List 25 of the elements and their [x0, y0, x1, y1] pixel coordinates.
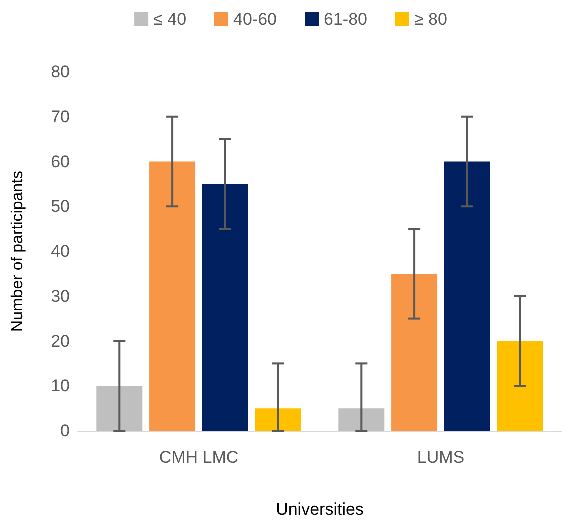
bar	[202, 184, 248, 431]
x-tick-label: CMH LMC	[159, 448, 239, 467]
legend-label: 40-60	[234, 10, 278, 29]
y-tick-label: 40	[51, 242, 70, 261]
bar	[497, 341, 544, 431]
bar	[392, 274, 438, 431]
bar	[255, 408, 302, 431]
bar	[444, 162, 490, 431]
bar	[96, 386, 143, 431]
y-tick-label: 0	[60, 422, 70, 440]
y-tick-label: 20	[51, 332, 70, 351]
y-tick-label: 30	[51, 286, 70, 306]
x-axis-title: Universities	[276, 500, 364, 519]
bar	[338, 408, 385, 431]
y-tick-label: 50	[51, 197, 70, 216]
y-tick-label: 60	[51, 152, 70, 172]
x-tick-label: LUMS	[417, 448, 465, 467]
legend-label: ≥ 80	[414, 10, 448, 29]
legend-label: 61-80	[324, 10, 368, 29]
y-tick-label: 80	[51, 62, 70, 82]
y-tick-label: 10	[51, 376, 70, 396]
y-axis-title: Number of participants	[10, 171, 26, 332]
bar	[150, 162, 196, 431]
y-tick-label: 70	[51, 107, 70, 126]
legend-label: ≤ 40	[154, 10, 187, 29]
